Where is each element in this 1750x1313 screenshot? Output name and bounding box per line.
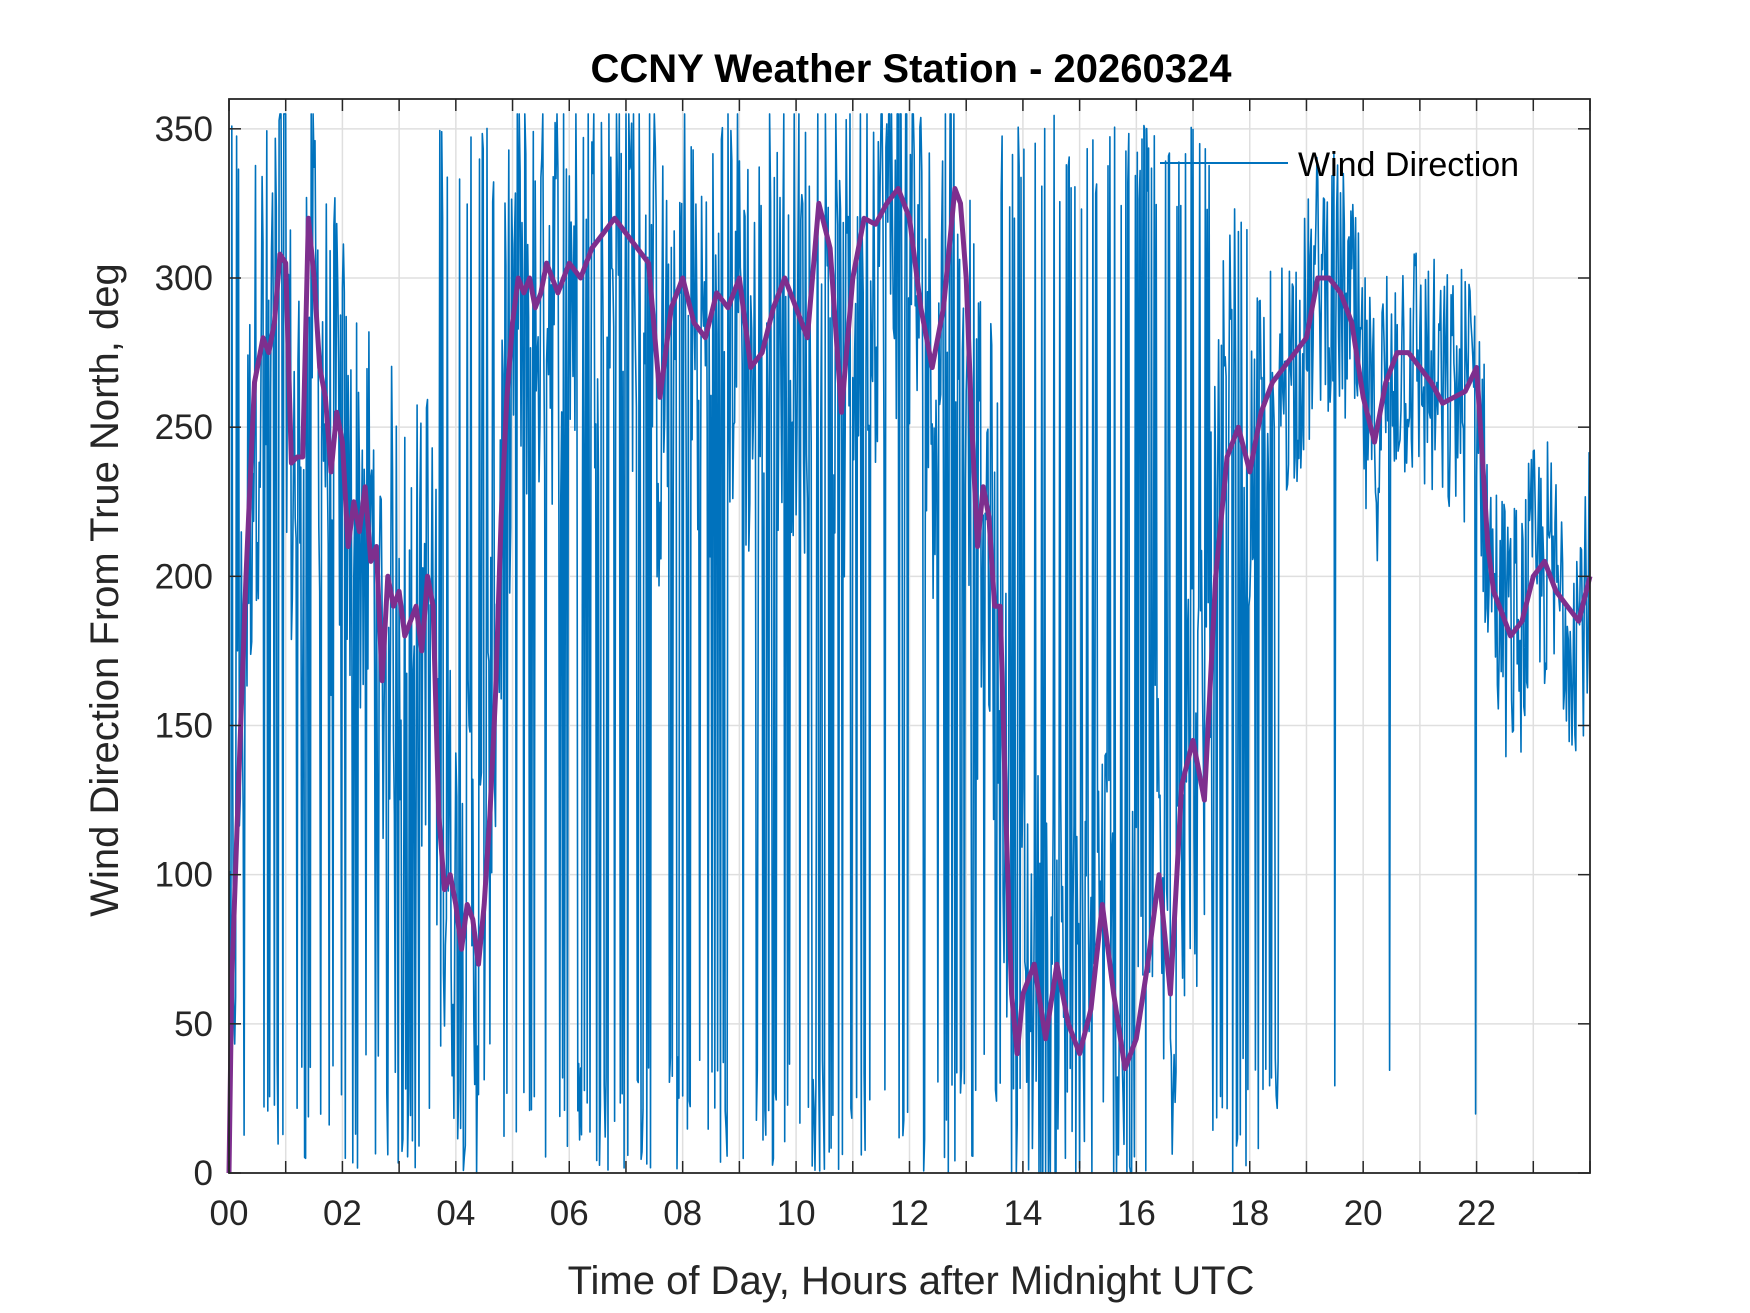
x-tick-label: 10 [777,1194,816,1233]
y-axis-ticks: 0 50 100 150 200 250 300 350 [155,110,1590,1193]
x-tick-label: 16 [1117,1194,1156,1233]
x-tick-label: 08 [663,1194,702,1233]
series-line-smoothed [226,186,1593,1174]
y-tick-label: 250 [155,408,213,447]
legend-label-wind-direction: Wind Direction [1298,146,1519,184]
x-tick-label: 20 [1344,1194,1383,1233]
x-tick-label: 02 [323,1194,362,1233]
y-tick-label: 100 [155,856,213,895]
series-line-wind-direction [228,113,1590,1174]
y-tick-label: 150 [155,707,213,746]
x-tick-label: 00 [210,1194,249,1233]
x-tick-label: 04 [436,1194,475,1233]
x-tick-label: 22 [1457,1194,1496,1233]
chart-title: CCNY Weather Station - 20260324 [591,47,1233,91]
x-tick-label: 14 [1003,1194,1042,1233]
y-tick-label: 0 [194,1154,213,1193]
y-tick-label: 350 [155,110,213,149]
y-tick-label: 200 [155,557,213,596]
x-tick-label: 12 [890,1194,929,1233]
y-tick-label: 300 [155,259,213,298]
x-tick-label: 06 [550,1194,589,1233]
x-axis-label: Time of Day, Hours after Midnight UTC [568,1259,1255,1303]
legend[interactable]: Wind Direction [1160,146,1519,184]
x-axis-ticks: 00 02 04 06 08 10 12 14 16 18 20 22 [210,99,1591,1233]
raw-series [228,113,1590,1174]
y-tick-label: 50 [174,1005,213,1044]
x-tick-label: 18 [1230,1194,1269,1233]
smoothed-series [226,186,1593,1174]
y-axis-label: Wind Direction From True North, deg [83,263,127,917]
